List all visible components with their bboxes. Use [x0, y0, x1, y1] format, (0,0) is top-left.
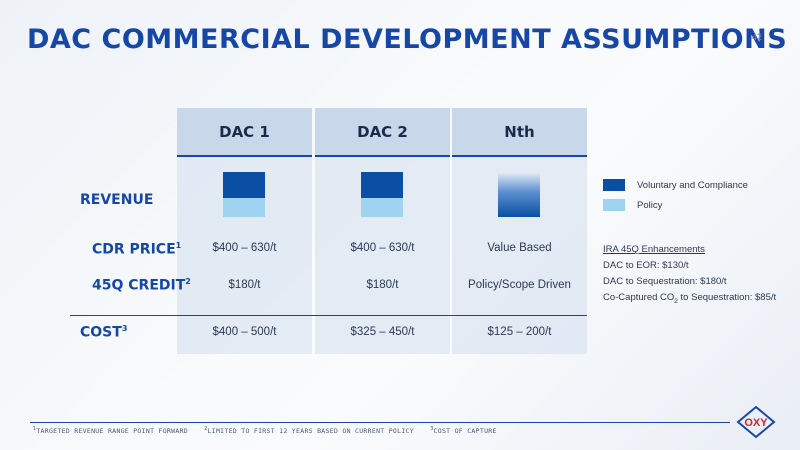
cell-cost-dac2: $325 – 450/t: [350, 326, 415, 338]
column-underline: [452, 155, 587, 157]
footnote-3: 3COST OF CAPTURE: [430, 426, 497, 436]
column-header-dac2: DAC 2: [315, 108, 450, 155]
footnote-1: 1TARGETED REVENUE RANGE POINT FORWARD: [33, 426, 188, 436]
ira-enhancements-title: IRA 45Q Enhancements: [603, 244, 705, 255]
cell-credit-dac2: $180/t: [366, 279, 399, 291]
cell-credit-dac1: $180/t: [228, 279, 261, 291]
revenue-bar-nth: [498, 172, 540, 217]
page-title: DAC COMMERCIAL DEVELOPMENT ASSUMPTIONS: [27, 24, 788, 55]
legend-label-voluntary: Voluntary and Compliance: [637, 180, 748, 191]
revenue-bar-policy-dac2: [361, 198, 403, 217]
row-label-cost: COST3: [80, 324, 128, 341]
table-divider: [70, 315, 587, 316]
column-header-nth: Nth: [452, 108, 587, 155]
cell-cdr-price-dac2: $400 – 630/t: [350, 242, 415, 254]
revenue-bar-voluntary-dac2: [361, 172, 403, 198]
row-label-revenue: REVENUE: [80, 192, 154, 208]
page-number: 42: [752, 32, 763, 42]
cell-cdr-price-nth: Value Based: [487, 242, 552, 254]
ira-item-co-captured: Co-Captured CO2 to Sequestration: $85/t: [603, 292, 777, 305]
ira-item-sequestration: DAC to Sequestration: $180/t: [603, 276, 727, 287]
cell-cost-nth: $125 – 200/t: [487, 326, 552, 338]
footnotes: 1TARGETED REVENUE RANGE POINT FORWARD 2L…: [33, 426, 509, 435]
cell-cdr-price-dac1: $400 – 630/t: [212, 242, 277, 254]
legend-label-policy: Policy: [637, 200, 663, 211]
legend-swatch-voluntary: [603, 179, 625, 191]
column-underline: [177, 155, 312, 157]
column-header-dac1: DAC 1: [177, 108, 312, 155]
revenue-bar-voluntary-dac1: [223, 172, 265, 198]
legend-swatch-policy: [603, 199, 625, 211]
cell-credit-nth: Policy/Scope Driven: [468, 279, 571, 291]
row-label-45q-credit: 45Q CREDIT2: [92, 277, 191, 294]
row-label-cdr-price: CDR PRICE1: [92, 241, 182, 258]
ira-item-eor: DAC to EOR: $130/t: [603, 260, 689, 271]
cell-cost-dac1: $400 – 500/t: [212, 326, 277, 338]
column-underline: [315, 155, 450, 157]
oxy-logo: OXY: [736, 405, 776, 444]
logo-text: OXY: [744, 417, 768, 429]
revenue-bar-policy-dac1: [223, 198, 265, 217]
footnote-2: 2LIMITED TO FIRST 12 YEARS BASED ON CURR…: [204, 426, 414, 436]
footer-rule: [30, 422, 730, 423]
